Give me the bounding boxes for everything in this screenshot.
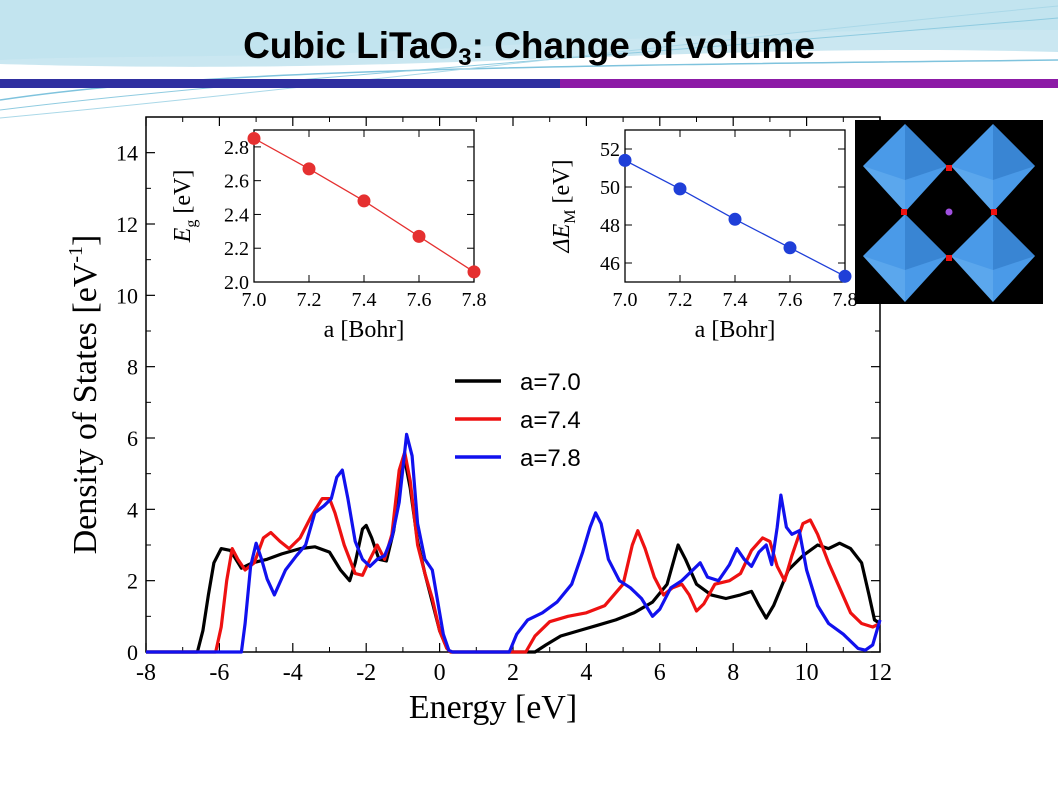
slide-background-decoration — [0, 0, 1058, 119]
lithium-atom — [945, 208, 953, 216]
inset-x-tick-label: 7.4 — [723, 289, 748, 311]
series-line-a-7-8 — [146, 432, 882, 654]
octahedron-bottom-left — [863, 214, 947, 302]
inset-x-tick-label: 7.6 — [778, 289, 803, 311]
inset-x-tick-label: 7.8 — [833, 289, 858, 311]
inset-y-tick-label: 46 — [600, 253, 620, 275]
x-tick-label: -2 — [356, 660, 376, 686]
octahedron-top-left — [863, 124, 947, 212]
x-tick-label: 8 — [727, 660, 739, 686]
inset-data-point — [783, 241, 797, 255]
inset-y-tick-label: 2.6 — [224, 171, 249, 193]
title-bar-purple — [560, 79, 1058, 88]
octahedron-bottom-right — [951, 214, 1035, 302]
inset-x-tick-label: 7.0 — [613, 289, 638, 311]
x-tick-label: -8 — [136, 660, 156, 686]
x-tick-label: 4 — [580, 660, 592, 686]
slide-title: Cubic LiTaO3: Change of volume — [243, 25, 815, 71]
inset-data-point — [467, 265, 481, 279]
inset-x-tick-label: 7.6 — [407, 289, 432, 311]
inset-data-point — [357, 194, 371, 208]
inset-y-axis-label: ΔEM [eV] — [549, 160, 579, 254]
y-axis-label: Density of States [eV-1] — [65, 235, 104, 555]
inset-x-tick-label: 7.8 — [462, 289, 487, 311]
x-tick-label: -6 — [209, 660, 229, 686]
y-tick-label: 4 — [127, 497, 138, 522]
inset-y-tick-label: 2.2 — [224, 238, 249, 260]
legend-label-a-7-4: a=7.4 — [520, 407, 581, 434]
inset-x-tick-label: 7.4 — [352, 289, 377, 311]
inset-data-point — [412, 229, 426, 243]
inset-x-tick-label: 7.2 — [668, 289, 693, 311]
x-tick-label: 0 — [434, 660, 446, 686]
inset-y-tick-label: 2.0 — [224, 272, 249, 294]
oxygen-atom — [991, 209, 997, 215]
inset-data-point — [838, 269, 852, 283]
inset-x-tick-label: 7.0 — [242, 289, 267, 311]
x-axis-label: Energy [eV] — [409, 689, 577, 726]
inset-data-point — [302, 162, 316, 176]
inset-y-tick-label: 50 — [600, 177, 620, 199]
y-tick-label: 2 — [127, 569, 138, 594]
title-bar-blue — [0, 79, 560, 88]
inset-x-axis-label: a [Bohr] — [695, 317, 776, 343]
x-tick-label: 6 — [654, 660, 666, 686]
inset-data-point — [247, 131, 261, 145]
inset-data-point — [673, 182, 687, 196]
y-tick-label: 10 — [116, 283, 138, 308]
legend-label-a-7-0: a=7.0 — [520, 369, 581, 396]
inset-data-point — [618, 153, 632, 167]
inset-energy-plot: 7.0 7.2 7.4 7.6 7.8 46 48 50 52 a [Bohr] ΔEM [eV] — [549, 128, 858, 343]
inset-y-tick-label: 52 — [600, 139, 620, 161]
y-tick-label: 12 — [116, 212, 138, 237]
octahedron-top-right — [951, 124, 1035, 212]
inset-x-tick-label: 7.2 — [297, 289, 322, 311]
x-tick-label: 2 — [507, 660, 519, 686]
oxygen-atom — [946, 255, 952, 261]
inset-y-axis-label: Eg [eV] — [170, 170, 200, 244]
x-tick-label: -4 — [283, 660, 303, 686]
y-tick-label: 8 — [127, 355, 138, 380]
crystal-structure-image — [855, 120, 1043, 304]
oxygen-atom — [901, 209, 907, 215]
inset-y-tick-label: 2.8 — [224, 137, 249, 159]
y-tick-label: 0 — [127, 640, 138, 665]
series-line-a-7-4 — [146, 450, 881, 654]
inset-y-tick-label: 48 — [600, 215, 620, 237]
oxygen-atom — [946, 165, 952, 171]
x-tick-label: 10 — [795, 660, 819, 686]
y-tick-label: 14 — [116, 141, 138, 166]
inset-bandgap-plot: 7.0 7.2 7.4 7.6 7.8 2.0 2.2 2.4 2.6 2.8 a [Bohr] Eg… — [170, 128, 487, 343]
legend-label-a-7-8: a=7.8 — [520, 445, 581, 472]
inset-y-tick-label: 2.4 — [224, 204, 249, 226]
inset-data-point — [728, 212, 742, 226]
inset-x-axis-label: a [Bohr] — [324, 317, 405, 343]
x-tick-label: 12 — [868, 660, 892, 686]
y-tick-label: 6 — [127, 426, 138, 451]
